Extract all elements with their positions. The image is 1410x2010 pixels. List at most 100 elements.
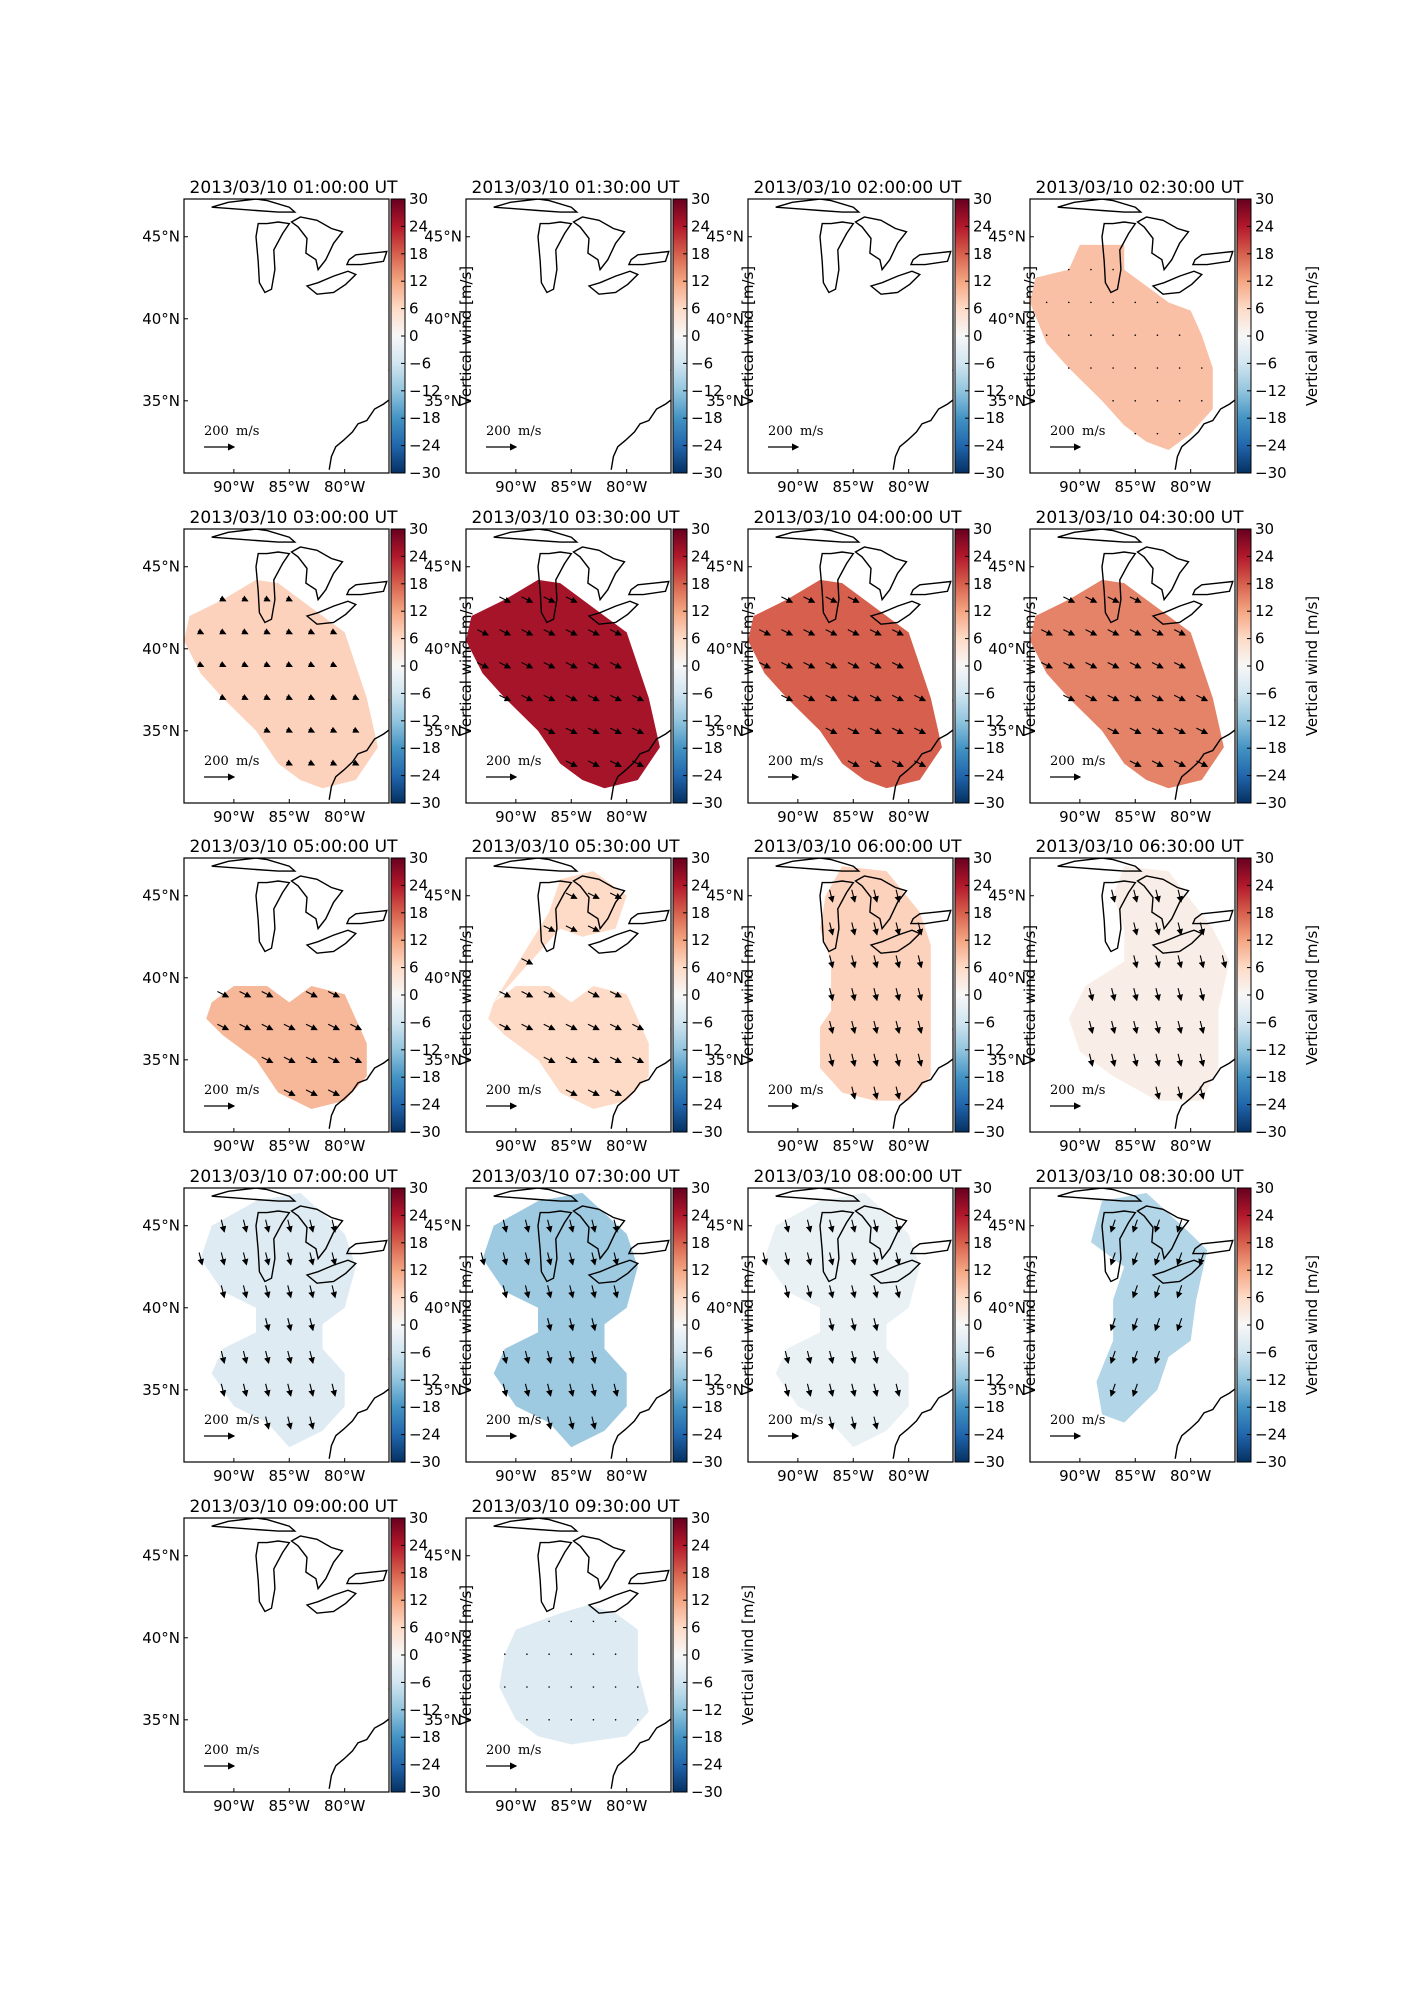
lon-tick-label: 90°W xyxy=(1059,808,1101,826)
wind-arrow xyxy=(828,1252,835,1266)
wind-arrow xyxy=(330,1219,337,1233)
vertical-wind-region xyxy=(488,871,649,1109)
coastline-lakeOntario xyxy=(345,1569,388,1585)
wind-arrow xyxy=(828,1020,835,1035)
panel-title: 2013/03/10 09:30:00 UT xyxy=(472,1497,681,1517)
wind-arrow xyxy=(330,1285,337,1299)
colorbar-tick-label: −6 xyxy=(973,354,995,372)
scale-arrow-value: 200 xyxy=(1050,1413,1075,1428)
coastline-lakeOntario xyxy=(345,909,388,925)
lon-tick-label: 80°W xyxy=(324,478,366,496)
wind-arrow xyxy=(1063,596,1076,603)
wind-arrow xyxy=(307,693,316,700)
lat-tick-label: 40°N xyxy=(142,1629,180,1647)
colorbar-tick-label: −18 xyxy=(409,1068,441,1086)
coastline-lakeErie xyxy=(869,270,922,295)
panel-title: 2013/03/10 01:00:00 UT xyxy=(190,178,399,198)
wind-arrow xyxy=(609,1089,622,1096)
scale-arrow-value: 200 xyxy=(204,754,229,769)
coastline-lakeMichigan xyxy=(255,1540,291,1613)
colorbar-tick-label: 24 xyxy=(409,1206,428,1224)
panel-title: 2013/03/10 08:30:00 UT xyxy=(1036,1167,1245,1187)
wind-arrow xyxy=(568,1416,575,1430)
wind-arrow xyxy=(219,1252,227,1266)
lat-tick-label: 45°N xyxy=(142,558,180,576)
wind-arrow xyxy=(1129,727,1142,735)
wind-arrow xyxy=(828,1416,835,1430)
wind-arrow xyxy=(521,661,534,669)
wind-arrow xyxy=(352,726,360,733)
wind-arrow xyxy=(850,1020,857,1035)
colorbar-tick-label: −6 xyxy=(1255,1013,1277,1031)
wind-arrow xyxy=(264,1285,271,1299)
scale-arrow-unit: m/s xyxy=(800,1083,823,1098)
panel-frame xyxy=(1029,1187,1236,1463)
colorbar-tick-label: 6 xyxy=(1255,1289,1265,1307)
coastline-eastCoast xyxy=(328,1028,389,1129)
colorbar-tick-label: 6 xyxy=(409,630,419,648)
vertical-wind-region xyxy=(1030,244,1213,450)
lat-tick-label: 35°N xyxy=(142,1051,180,1069)
wind-arrow xyxy=(872,988,879,1002)
coastline-lakeHuron xyxy=(572,1535,626,1591)
wind-arrow xyxy=(286,1383,293,1397)
coastline-lakeOntario xyxy=(345,1239,388,1255)
wind-arrow xyxy=(1109,1317,1116,1332)
coastline-lakeSuperior xyxy=(775,1188,861,1202)
colorbar-tick-label: −30 xyxy=(409,794,441,812)
lat-tick-label: 35°N xyxy=(988,722,1026,740)
colorbar-tick-label: 30 xyxy=(409,1179,428,1197)
wind-arrow xyxy=(196,661,205,668)
coastline-lakeHuron xyxy=(290,546,344,602)
wind-arrow xyxy=(609,629,622,636)
wind-arrow xyxy=(1132,1053,1139,1067)
wind-arrow xyxy=(501,1252,509,1266)
wind-arrow xyxy=(568,1350,575,1365)
wind-arrow xyxy=(850,922,857,936)
wind-arrow xyxy=(1134,367,1137,369)
colorbar-tick-label: −30 xyxy=(973,464,1005,482)
wind-arrow xyxy=(872,955,879,969)
map-area xyxy=(206,858,389,1129)
lat-tick-label: 40°N xyxy=(142,640,180,658)
wind-arrow xyxy=(479,1252,486,1266)
colorbar-tick-label: −24 xyxy=(973,437,1005,455)
wind-arrow xyxy=(565,629,578,636)
wind-arrow xyxy=(565,596,578,603)
wind-arrow xyxy=(285,628,293,635)
wind-arrow xyxy=(872,1350,879,1365)
wind-arrow xyxy=(1109,1252,1116,1266)
wind-arrow xyxy=(825,661,838,669)
colorbar-tick-label: 6 xyxy=(1255,300,1265,318)
wind-arrow xyxy=(570,1620,573,1623)
wind-arrow xyxy=(761,1252,768,1266)
wind-arrow xyxy=(264,1318,271,1332)
coastline-lakeErie xyxy=(869,600,922,625)
coastline-lakeSuperior xyxy=(1057,858,1143,872)
wind-arrow xyxy=(1178,334,1181,336)
wind-arrow xyxy=(286,1219,293,1233)
lat-tick-label: 40°N xyxy=(424,640,462,658)
map-area xyxy=(488,858,671,1129)
wind-arrow xyxy=(1173,694,1186,702)
wind-arrow xyxy=(894,955,901,969)
wind-arrow xyxy=(1154,1317,1161,1332)
wind-arrow xyxy=(476,629,490,636)
coastline-lakeHuron xyxy=(290,216,344,272)
wind-arrow xyxy=(783,1350,791,1365)
wind-arrow xyxy=(1156,334,1159,336)
colorbar-tick-label: 30 xyxy=(409,849,428,867)
wind-arrow xyxy=(612,1219,619,1233)
wind-arrow xyxy=(499,694,512,702)
colorbar-tick-label: −24 xyxy=(691,1756,723,1774)
wind-arrow xyxy=(523,1252,531,1266)
scale-arrow-unit: m/s xyxy=(518,1743,541,1758)
wind-arrow xyxy=(263,628,271,635)
wind-arrow xyxy=(1154,1086,1161,1100)
wind-arrow xyxy=(1067,334,1070,336)
wind-arrow xyxy=(1110,1053,1117,1067)
wind-arrow xyxy=(614,1686,617,1688)
coastline-lakeMichigan xyxy=(255,551,291,624)
colorbar-tick-label: 30 xyxy=(973,190,992,208)
coastline-lakeMichigan xyxy=(537,880,573,953)
